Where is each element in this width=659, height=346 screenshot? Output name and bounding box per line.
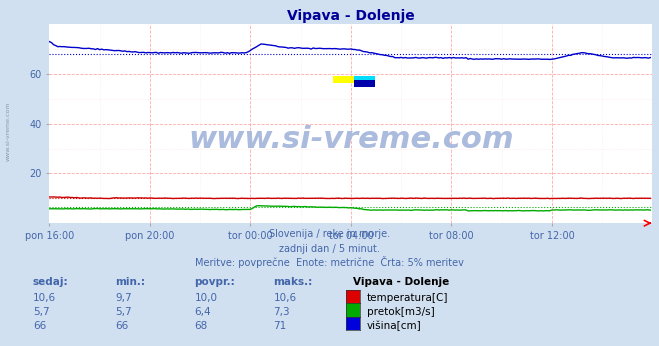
Text: pretok[m3/s]: pretok[m3/s] [367,307,435,317]
Title: Vipava - Dolenje: Vipava - Dolenje [287,9,415,23]
Text: 66: 66 [33,321,46,331]
Text: Slovenija / reke in morje.: Slovenija / reke in morje. [269,229,390,239]
Text: zadnji dan / 5 minut.: zadnji dan / 5 minut. [279,244,380,254]
Text: Vipava - Dolenje: Vipava - Dolenje [353,277,449,288]
Text: 66: 66 [115,321,129,331]
Text: 10,6: 10,6 [273,293,297,303]
Text: www.si-vreme.com: www.si-vreme.com [5,102,11,161]
Text: povpr.:: povpr.: [194,277,235,288]
Text: temperatura[C]: temperatura[C] [367,293,449,303]
Text: 5,7: 5,7 [115,307,132,317]
Text: 10,6: 10,6 [33,293,56,303]
Text: www.si-vreme.com: www.si-vreme.com [188,125,514,154]
FancyBboxPatch shape [354,80,375,87]
Text: 10,0: 10,0 [194,293,217,303]
Text: 71: 71 [273,321,287,331]
Text: 9,7: 9,7 [115,293,132,303]
Text: 68: 68 [194,321,208,331]
FancyBboxPatch shape [354,76,375,83]
Text: sedaj:: sedaj: [33,277,69,288]
Text: Meritve: povprečne  Enote: metrične  Črta: 5% meritev: Meritve: povprečne Enote: metrične Črta:… [195,256,464,268]
Text: 7,3: 7,3 [273,307,290,317]
FancyBboxPatch shape [333,76,354,83]
Text: maks.:: maks.: [273,277,313,288]
Text: 5,7: 5,7 [33,307,49,317]
Text: min.:: min.: [115,277,146,288]
Text: 6,4: 6,4 [194,307,211,317]
Text: višina[cm]: višina[cm] [367,320,422,331]
